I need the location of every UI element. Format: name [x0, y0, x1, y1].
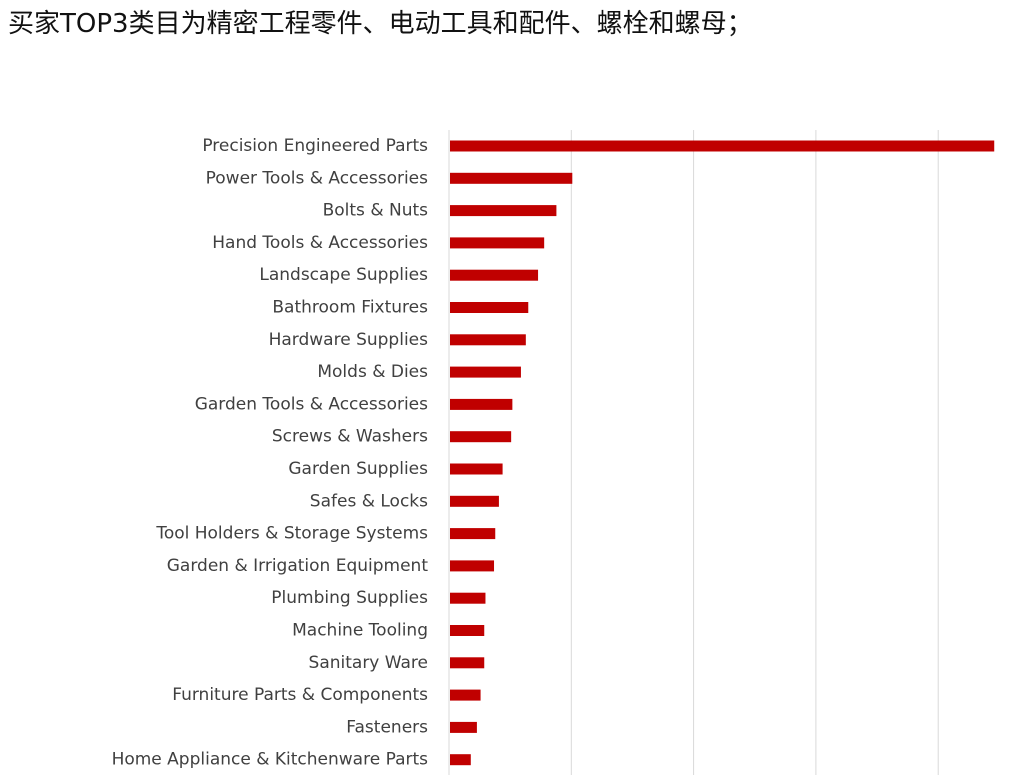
category-label: Tool Holders & Storage Systems [155, 524, 428, 544]
category-label: Bathroom Fixtures [272, 298, 428, 318]
bar [450, 754, 471, 766]
category-label: Sanitary Ware [309, 653, 428, 673]
category-label: Machine Tooling [292, 621, 428, 641]
category-label: Garden & Irrigation Equipment [167, 556, 429, 576]
category-label: Fasteners [346, 717, 428, 737]
category-label: Precision Engineered Parts [202, 136, 428, 156]
bar [450, 302, 529, 313]
bar [450, 398, 513, 410]
bar [450, 334, 526, 346]
page-heading: 买家TOP3类目为精密工程零件、电动工具和配件、螺栓和螺母； [8, 9, 753, 39]
category-label: Landscape Supplies [259, 265, 428, 285]
category-label: Molds & Dies [317, 362, 428, 382]
category-label: Screws & Washers [272, 427, 428, 447]
bars [450, 140, 995, 766]
category-label: Home Appliance & Kitchenware Parts [112, 750, 429, 770]
bar [450, 269, 539, 281]
bar [450, 560, 495, 572]
category-label: Hardware Supplies [269, 330, 429, 350]
category-label: Furniture Parts & Components [172, 685, 428, 705]
bar [450, 463, 503, 475]
bar [450, 172, 573, 184]
bar [450, 689, 481, 701]
bar [450, 140, 995, 152]
bar [450, 431, 512, 443]
bar [450, 495, 499, 507]
bar [450, 657, 485, 669]
bar [450, 366, 521, 378]
category-label: Plumbing Supplies [271, 588, 428, 608]
category-label: Garden Tools & Accessories [195, 394, 428, 414]
category-label: Bolts & Nuts [323, 201, 429, 221]
bar [450, 205, 557, 217]
bar [450, 625, 485, 636]
category-label: Hand Tools & Accessories [212, 233, 428, 253]
bar [450, 237, 545, 249]
category-label: Power Tools & Accessories [206, 168, 429, 188]
category-label: Safes & Locks [310, 491, 428, 511]
bar [450, 528, 496, 540]
category-label: Garden Supplies [288, 459, 428, 479]
bar [450, 721, 477, 733]
gridlines [448, 130, 939, 775]
bar [450, 592, 486, 604]
category-labels: Precision Engineered Parts Power Tools & … [112, 136, 429, 770]
